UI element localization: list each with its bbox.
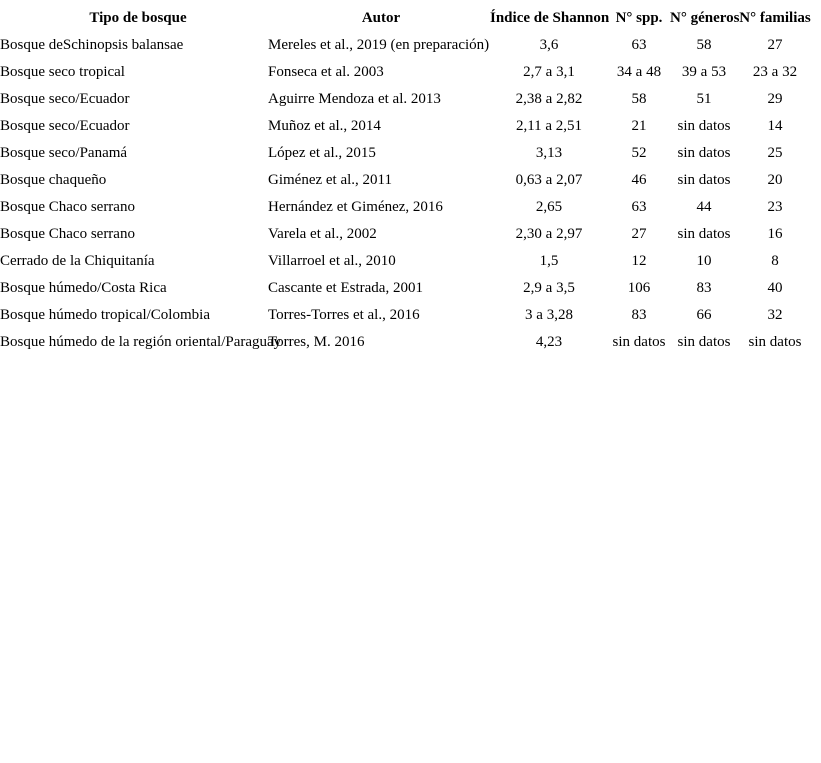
cell-n-generos: 51 bbox=[696, 91, 712, 107]
cell-n-spp: 12 bbox=[631, 253, 647, 269]
cell-autor: Muñoz et al., 2014 bbox=[268, 118, 381, 134]
cell-indice-shannon: 2,7 a 3,1 bbox=[523, 64, 575, 80]
cell-indice-shannon: 3,13 bbox=[535, 145, 563, 161]
table-row: Bosque húmedo de la región oriental/Para… bbox=[0, 329, 812, 356]
cell-n-familias: 14 bbox=[767, 118, 783, 134]
cell-n-spp: 34 a 48 bbox=[616, 64, 662, 80]
cell-tipo-de-bosque: Bosque húmedo/Costa Rica bbox=[0, 280, 167, 296]
cell-indice-shannon: 4,23 bbox=[535, 334, 563, 350]
table-row: Cerrado de la Chiquitanía Villarroel et … bbox=[0, 248, 812, 275]
cell-n-generos: 44 bbox=[696, 199, 712, 215]
column-header-n-spp: N° spp. bbox=[615, 10, 663, 26]
table-row: Bosque seco/Ecuador Muñoz et al., 2014 2… bbox=[0, 113, 812, 140]
table-row: Bosque húmedo tropical/Colombia Torres-T… bbox=[0, 302, 812, 329]
cell-autor: Mereles et al., 2019 (en preparación) bbox=[268, 37, 490, 53]
cell-n-generos: sin datos bbox=[677, 172, 731, 188]
cell-n-generos: 58 bbox=[696, 37, 712, 53]
cell-autor: Varela et al., 2002 bbox=[268, 226, 377, 242]
cell-indice-shannon: 2,11 a 2,51 bbox=[515, 118, 583, 134]
cell-n-familias: 16 bbox=[767, 226, 783, 242]
cell-n-spp: 83 bbox=[631, 307, 647, 323]
cell-n-generos: sin datos bbox=[677, 118, 731, 134]
cell-n-familias: 20 bbox=[767, 172, 783, 188]
table-row: Bosque Chaco serrano Hernández et Giméne… bbox=[0, 194, 812, 221]
cell-tipo-de-bosque: Bosque húmedo tropical/Colombia bbox=[0, 307, 210, 323]
cell-autor: Torres, M. 2016 bbox=[268, 334, 365, 350]
cell-n-generos: sin datos bbox=[677, 334, 731, 350]
cell-n-generos: sin datos bbox=[677, 226, 731, 242]
cell-indice-shannon: 3,6 bbox=[539, 37, 559, 53]
cell-autor: Fonseca et al. 2003 bbox=[268, 64, 384, 80]
table-header-row: Tipo de bosque Autor Índice de Shannon N… bbox=[0, 5, 812, 32]
cell-n-generos: 66 bbox=[696, 307, 712, 323]
cell-n-spp: 63 bbox=[631, 37, 647, 53]
table-row: Bosque deSchinopsis balansae Mereles et … bbox=[0, 32, 812, 59]
cell-n-familias: 32 bbox=[767, 307, 783, 323]
cell-indice-shannon: 2,65 bbox=[535, 199, 563, 215]
table-row: Bosque seco/Panamá López et al., 2015 3,… bbox=[0, 140, 812, 167]
cell-autor: Giménez et al., 2011 bbox=[268, 172, 392, 188]
cell-n-familias: 8 bbox=[771, 253, 779, 269]
column-header-n-familias: N° familias bbox=[739, 10, 811, 26]
cell-n-spp: 46 bbox=[631, 172, 647, 188]
cell-n-spp: 21 bbox=[631, 118, 647, 134]
cell-indice-shannon: 1,5 bbox=[539, 253, 559, 269]
cell-n-familias: 40 bbox=[767, 280, 783, 296]
cell-n-spp: 27 bbox=[631, 226, 647, 242]
cell-n-generos: sin datos bbox=[677, 145, 731, 161]
column-header-n-generos: N° géneros bbox=[670, 10, 740, 26]
cell-autor: Torres-Torres et al., 2016 bbox=[268, 307, 420, 323]
cell-autor: López et al., 2015 bbox=[268, 145, 376, 161]
cell-tipo-de-bosque: Bosque seco/Panamá bbox=[0, 145, 128, 161]
cell-tipo-de-bosque: Bosque seco/Ecuador bbox=[0, 91, 130, 107]
cell-tipo-de-bosque: Bosque deSchinopsis balansae bbox=[0, 37, 184, 53]
cell-tipo-de-bosque: Bosque seco tropical bbox=[0, 64, 125, 80]
cell-autor: Hernández et Giménez, 2016 bbox=[268, 199, 443, 215]
cell-n-spp: sin datos bbox=[612, 334, 666, 350]
shannon-index-table: Tipo de bosque Autor Índice de Shannon N… bbox=[0, 5, 812, 356]
table-row: Bosque chaqueño Giménez et al., 2011 0,6… bbox=[0, 167, 812, 194]
cell-tipo-de-bosque: Bosque húmedo de la región oriental/Para… bbox=[0, 334, 282, 350]
cell-tipo-de-bosque: Bosque Chaco serrano bbox=[0, 199, 135, 215]
column-header-autor: Autor bbox=[361, 10, 401, 26]
cell-autor: Villarroel et al., 2010 bbox=[268, 253, 396, 269]
cell-n-familias: 27 bbox=[767, 37, 783, 53]
cell-indice-shannon: 3 a 3,28 bbox=[525, 307, 573, 323]
cell-n-familias: 29 bbox=[767, 91, 783, 107]
table-row: Bosque seco tropical Fonseca et al. 2003… bbox=[0, 59, 812, 86]
cell-indice-shannon: 2,38 a 2,82 bbox=[515, 91, 583, 107]
cell-n-familias: sin datos bbox=[748, 334, 802, 350]
cell-tipo-de-bosque: Cerrado de la Chiquitanía bbox=[0, 253, 155, 269]
cell-indice-shannon: 0,63 a 2,07 bbox=[515, 172, 583, 188]
cell-n-familias: 25 bbox=[767, 145, 783, 161]
cell-n-spp: 63 bbox=[631, 199, 647, 215]
cell-n-generos: 39 a 53 bbox=[681, 64, 727, 80]
cell-tipo-de-bosque: Bosque chaqueño bbox=[0, 172, 107, 188]
column-header-indice-de-shannon: Índice de Shannon bbox=[490, 10, 610, 26]
cell-n-spp: 58 bbox=[631, 91, 647, 107]
cell-autor: Aguirre Mendoza et al. 2013 bbox=[268, 91, 441, 107]
table-row: Bosque Chaco serrano Varela et al., 2002… bbox=[0, 221, 812, 248]
cell-indice-shannon: 2,9 a 3,5 bbox=[523, 280, 575, 296]
cell-autor: Cascante et Estrada, 2001 bbox=[268, 280, 423, 296]
cell-tipo-de-bosque: Bosque Chaco serrano bbox=[0, 226, 135, 242]
table-row: Bosque seco/Ecuador Aguirre Mendoza et a… bbox=[0, 86, 812, 113]
column-header-tipo-de-bosque: Tipo de bosque bbox=[89, 10, 187, 26]
table-row: Bosque húmedo/Costa Rica Cascante et Est… bbox=[0, 275, 812, 302]
cell-n-spp: 52 bbox=[631, 145, 647, 161]
cell-n-generos: 83 bbox=[696, 280, 712, 296]
cell-n-familias: 23 a 32 bbox=[752, 64, 798, 80]
cell-indice-shannon: 2,30 a 2,97 bbox=[515, 226, 583, 242]
cell-n-spp: 106 bbox=[627, 280, 651, 296]
cell-tipo-de-bosque: Bosque seco/Ecuador bbox=[0, 118, 130, 134]
cell-n-familias: 23 bbox=[767, 199, 783, 215]
cell-n-generos: 10 bbox=[696, 253, 712, 269]
